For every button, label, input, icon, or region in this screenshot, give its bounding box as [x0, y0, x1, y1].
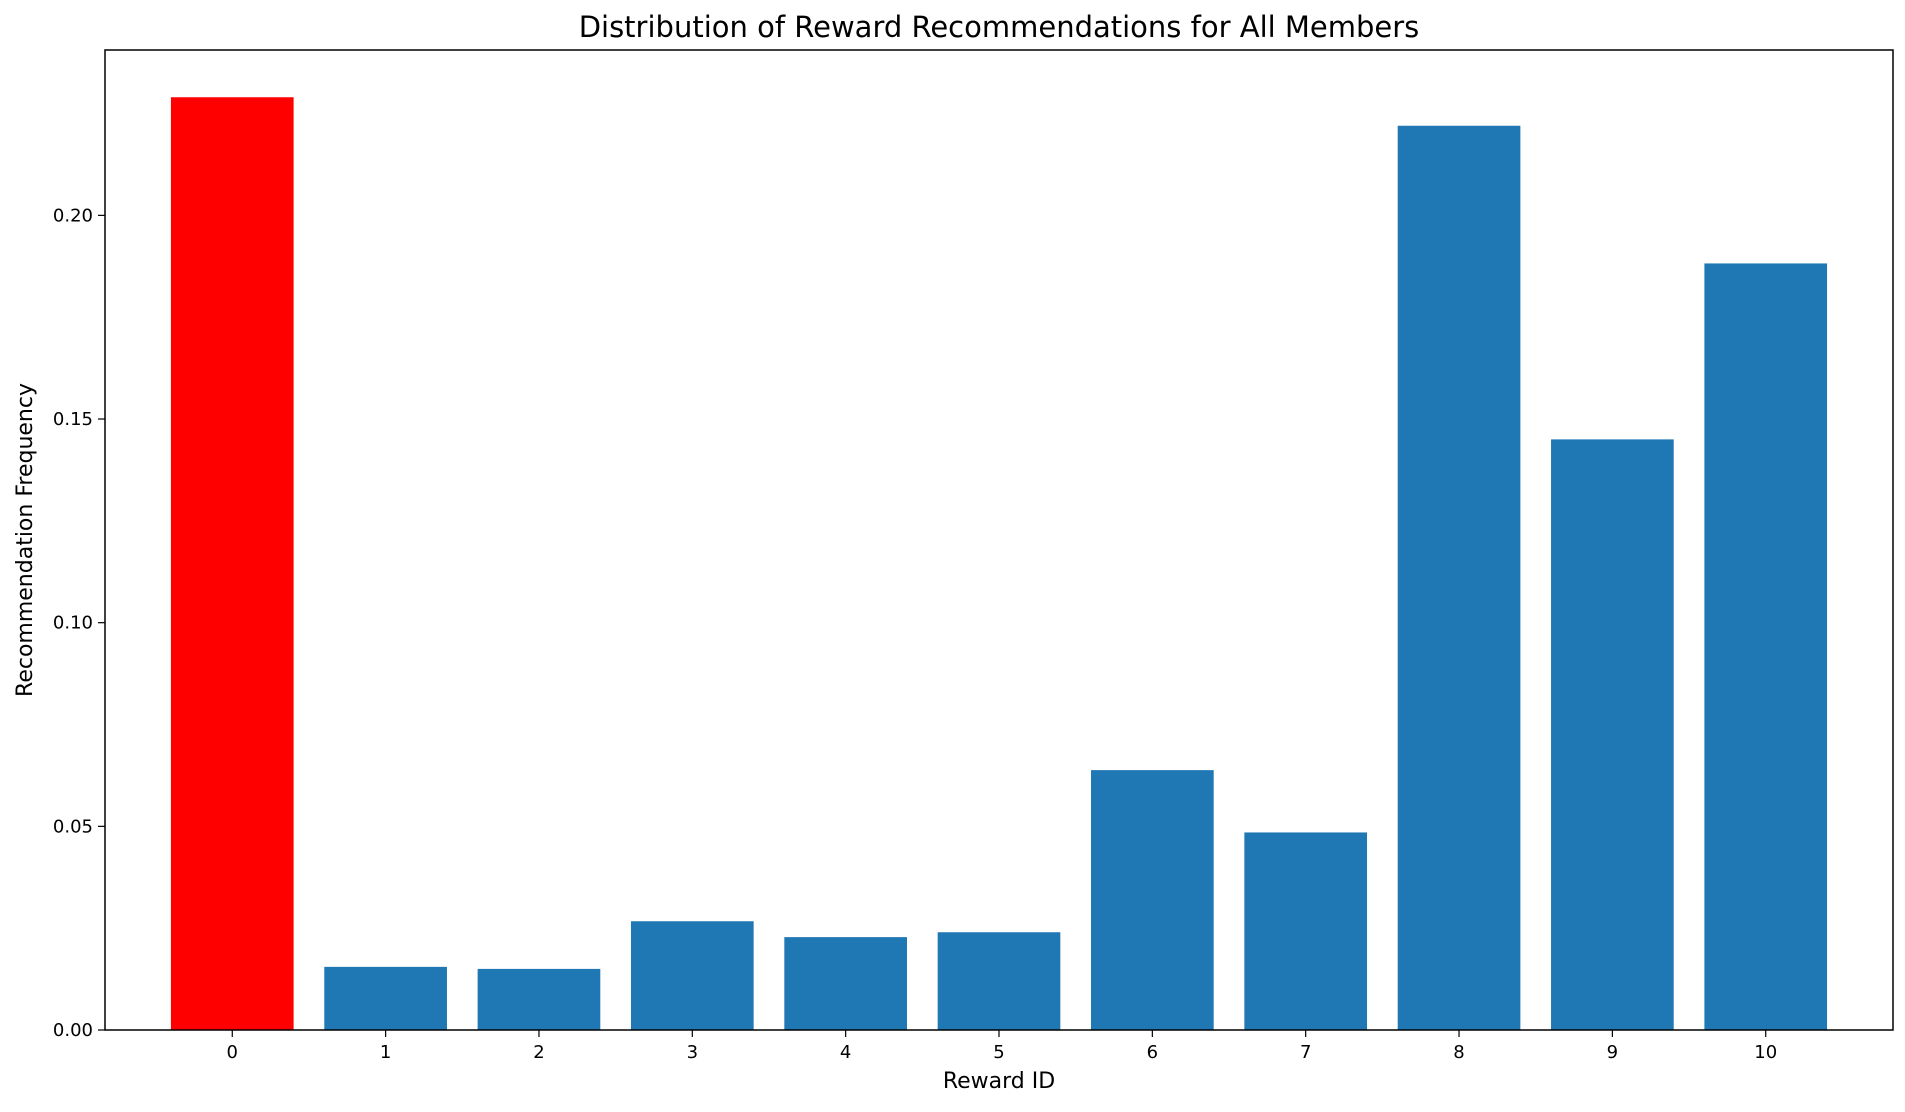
x-tick-label: 0	[227, 1042, 238, 1063]
bar-reward-10	[1704, 263, 1828, 1030]
x-tick-label: 2	[533, 1042, 544, 1063]
plot-frame	[104, 49, 1894, 1031]
bar-reward-1	[324, 966, 447, 1030]
chart-title: Distribution of Reward Recommendations f…	[579, 10, 1420, 44]
x-tick-label: 6	[1147, 1042, 1158, 1063]
y-tick-label: 0.15	[53, 409, 93, 430]
x-tick-label: 9	[1607, 1042, 1618, 1063]
x-tick-label: 1	[380, 1042, 391, 1063]
x-tick-label: 7	[1300, 1042, 1311, 1063]
bar-reward-5	[937, 932, 1061, 1030]
bar-reward-9	[1551, 439, 1674, 1030]
x-tick-label: 5	[993, 1042, 1004, 1063]
y-tick-label: 0.05	[53, 816, 93, 837]
bar-reward-4	[784, 937, 907, 1030]
x-axis-label: Reward ID	[943, 1069, 1055, 1094]
y-axis-label: Recommendation Frequency	[13, 383, 38, 697]
y-tick-label: 0.00	[53, 1020, 93, 1041]
y-tick-label: 0.20	[53, 205, 93, 226]
x-tick-label: 3	[687, 1042, 698, 1063]
bar-reward-7	[1244, 832, 1368, 1030]
x-tick-label: 4	[840, 1042, 851, 1063]
bar-reward-2	[477, 968, 601, 1030]
x-axis-ticks: 0 1 2 3 4 5 6 7 8 9 10	[227, 1030, 1777, 1063]
x-tick-label: 8	[1453, 1042, 1464, 1063]
y-tick-label: 0.10	[53, 613, 93, 634]
bars-group	[170, 97, 1828, 1031]
x-tick-label: 10	[1754, 1042, 1777, 1063]
bar-reward-0	[170, 97, 294, 1031]
bar-reward-3	[630, 921, 754, 1030]
bar-reward-6	[1091, 770, 1214, 1030]
bar-reward-8	[1397, 125, 1521, 1030]
y-axis-ticks: 0.00 0.05 0.10 0.15 0.20	[53, 205, 105, 1041]
